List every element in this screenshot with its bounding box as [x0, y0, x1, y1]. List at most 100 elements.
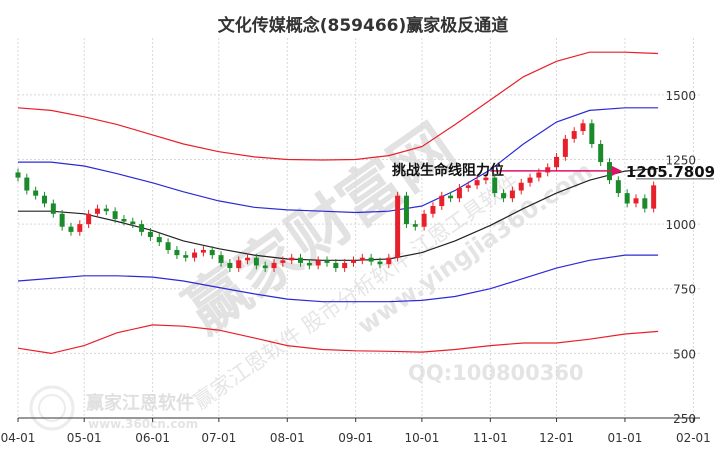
candle-body	[121, 218, 127, 222]
candle-body	[103, 208, 109, 212]
candle-body	[306, 262, 312, 266]
candle-body	[253, 257, 259, 266]
y-tick-label: 1000	[665, 218, 696, 232]
x-tick-label: 10-01	[404, 431, 439, 445]
series-line-inner-upper	[18, 107, 659, 214]
candle-body	[174, 249, 180, 256]
candle-body	[545, 167, 551, 173]
candle-body	[50, 203, 56, 214]
candle-body	[439, 195, 445, 207]
candle-body	[527, 177, 533, 183]
candle-body	[598, 143, 604, 163]
series-line-outer-lower	[17, 324, 659, 355]
candle-body	[33, 190, 39, 196]
candle-body	[412, 224, 418, 227]
y-tick-label: 1500	[665, 89, 696, 103]
candle-body	[209, 249, 215, 256]
candle-body	[421, 213, 427, 227]
logo-seal-inner-icon	[38, 394, 66, 422]
candle-body	[333, 262, 339, 269]
candle-body	[289, 257, 295, 261]
candle-body	[192, 252, 198, 258]
candle-body	[562, 138, 568, 157]
candle-body	[501, 193, 507, 199]
x-tick-label: 09-01	[338, 431, 373, 445]
x-tick-label: 04-01	[1, 431, 36, 445]
candle-body	[615, 180, 621, 194]
candle-body	[359, 257, 365, 261]
x-tick-label: 07-01	[201, 431, 236, 445]
annotation: 挑战生命线阻力位 1205.7809	[392, 162, 715, 181]
candle-body	[518, 182, 524, 191]
candle-body	[139, 224, 145, 232]
logo-text: 赢家江恩软件	[86, 392, 194, 414]
resistance-value: 1205.7809	[626, 163, 715, 181]
candle-body	[183, 255, 189, 258]
resistance-arrow-icon	[611, 165, 622, 176]
y-tick-labels: 250 500 750 1000 1250 1500	[665, 89, 696, 426]
channel-lines	[17, 51, 659, 355]
candle-body	[165, 242, 171, 250]
logo-seal-icon	[29, 385, 75, 431]
candle-body	[554, 156, 560, 168]
candle-body	[77, 224, 83, 232]
candle-body	[200, 249, 206, 253]
series-line-inner-lower	[17, 254, 659, 303]
candle-body	[59, 213, 65, 227]
candle-body	[324, 260, 330, 263]
candle-body	[448, 195, 454, 199]
series-line-midline	[18, 167, 659, 261]
candle-body	[368, 257, 374, 262]
y-tick-label: 750	[673, 283, 696, 297]
candle-body	[456, 187, 462, 199]
candle-body	[483, 177, 489, 181]
candle-body	[130, 221, 136, 225]
candle-body	[651, 185, 657, 209]
candle-body	[633, 198, 639, 204]
candle-body	[245, 257, 251, 261]
candle-body	[377, 261, 383, 265]
candle-body	[509, 190, 515, 199]
candle-body	[589, 123, 595, 144]
x-tick-label: 02-01	[676, 431, 711, 445]
candle-body	[386, 257, 392, 265]
x-tick-label: 01-01	[608, 431, 643, 445]
candle-body	[156, 237, 162, 243]
candle-body	[430, 206, 436, 214]
candle-body	[536, 172, 542, 178]
candle-body	[24, 177, 30, 191]
x-tick-label: 11-01	[473, 431, 508, 445]
candle-body	[271, 262, 277, 269]
candles	[15, 119, 657, 272]
candle-body	[315, 260, 321, 266]
candle-body	[218, 255, 224, 263]
candle-body	[342, 262, 348, 269]
y-tick-label: 250	[673, 412, 696, 426]
candle-body	[227, 262, 233, 269]
candle-body	[41, 195, 47, 204]
x-tick-label: 05-01	[67, 431, 102, 445]
candle-body	[236, 260, 242, 269]
series-line-outer-upper	[17, 51, 659, 161]
resistance-label: 挑战生命线阻力位	[392, 162, 504, 179]
candle-body	[492, 177, 498, 194]
x-tick-label: 08-01	[270, 431, 305, 445]
candle-body	[642, 198, 648, 209]
candle-body	[571, 131, 577, 139]
x-tick-labels: 04-01 05-01 06-01 07-01 08-01 09-01 10-01 11-01…	[1, 431, 711, 445]
candle-body	[147, 231, 153, 238]
candle-body	[350, 260, 356, 263]
y-tick-label: 500	[673, 347, 696, 361]
candle-body	[298, 257, 304, 263]
y-tick-label: 1250	[665, 153, 696, 167]
candle-body	[280, 260, 286, 263]
chart-title: 文化传媒概念(859466)赢家极反通道	[218, 15, 509, 36]
x-tick-label: 12-01	[539, 431, 574, 445]
candle-body	[395, 195, 401, 258]
candle-body	[112, 211, 118, 219]
candle-body	[94, 208, 100, 214]
candle-body	[403, 195, 409, 225]
candle-body	[465, 185, 471, 188]
